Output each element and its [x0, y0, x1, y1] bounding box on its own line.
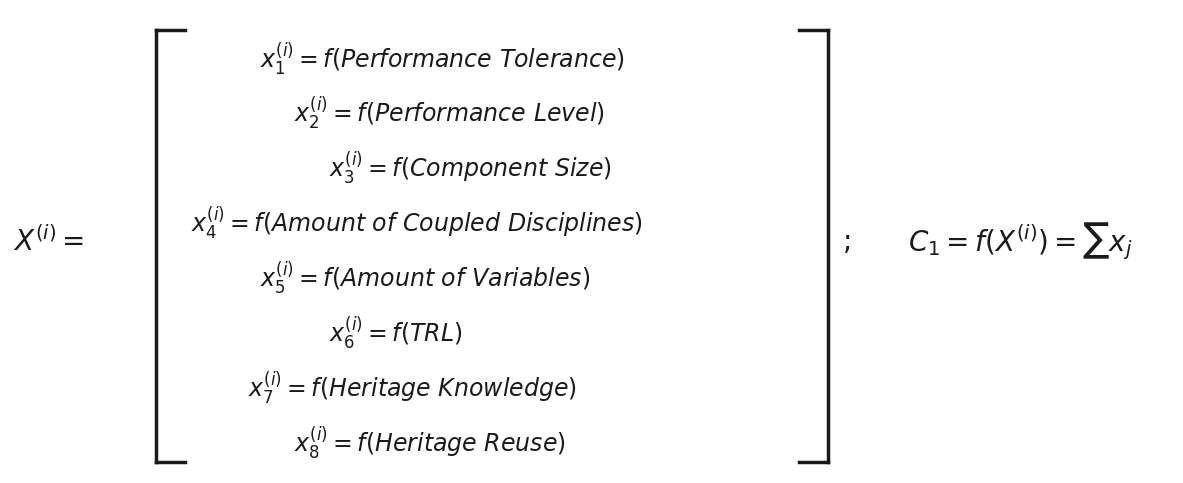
Text: $x_1^{(i)} = f(\mathit{Performance\ Tolerance})$: $x_1^{(i)} = f(\mathit{Performance\ Tole… — [260, 41, 625, 78]
Text: $x_3^{(i)} = f(\mathit{Component\ Size})$: $x_3^{(i)} = f(\mathit{Component\ Size})… — [329, 150, 612, 187]
Text: $x_2^{(i)} = f(\mathit{Performance\ Level})$: $x_2^{(i)} = f(\mathit{Performance\ Leve… — [295, 95, 606, 132]
Text: $;$: $;$ — [842, 227, 849, 256]
Text: $x_8^{(i)} = f(\mathit{Heritage\ Reuse})$: $x_8^{(i)} = f(\mathit{Heritage\ Reuse})… — [295, 425, 565, 462]
Text: $x_4^{(i)} = f(\mathit{Amount\ of\ Coupled\ Disciplines})$: $x_4^{(i)} = f(\mathit{Amount\ of\ Coupl… — [190, 205, 642, 242]
Text: $\mathit{X}^{(i)} =$: $\mathit{X}^{(i)} =$ — [13, 226, 84, 257]
Text: $x_7^{(i)} = f(\mathit{Heritage\ Knowledge})$: $x_7^{(i)} = f(\mathit{Heritage\ Knowled… — [248, 370, 577, 407]
Text: $C_1 = f(X^{(i)}) = \sum x_j$: $C_1 = f(X^{(i)}) = \sum x_j$ — [909, 221, 1133, 262]
Text: $x_6^{(i)} = f(\mathit{TRL})$: $x_6^{(i)} = f(\mathit{TRL})$ — [329, 315, 463, 352]
Text: $x_5^{(i)} = f(\mathit{Amount\ of\ Variables})$: $x_5^{(i)} = f(\mathit{Amount\ of\ Varia… — [260, 260, 590, 297]
